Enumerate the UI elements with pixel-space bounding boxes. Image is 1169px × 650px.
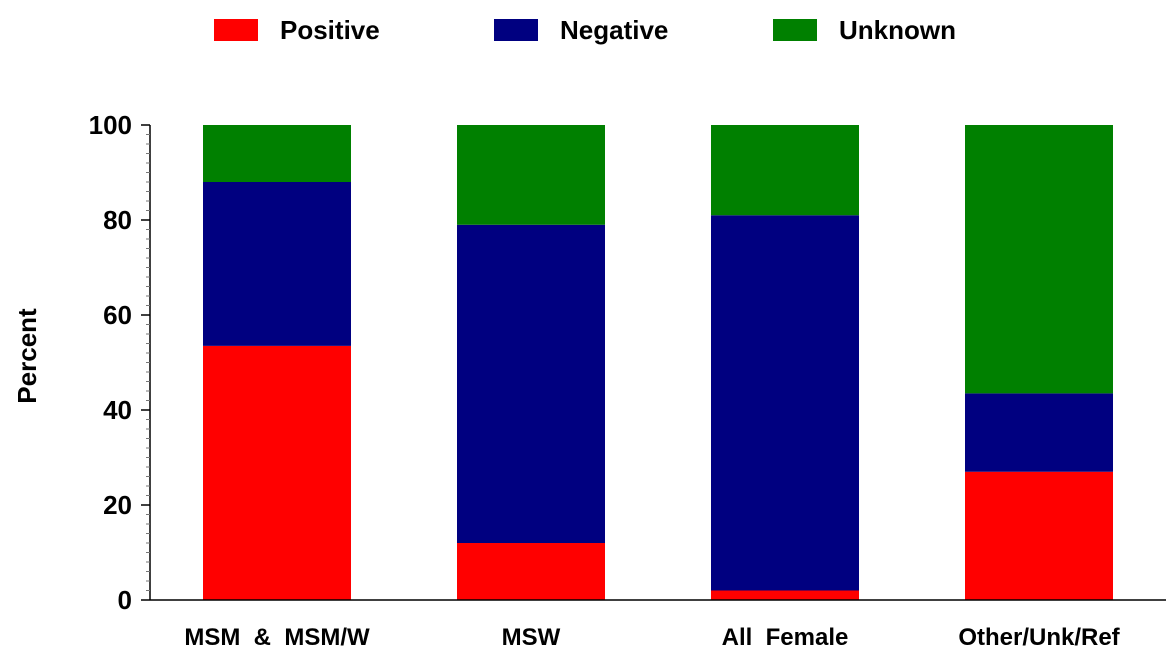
bar-negative-3 [965,393,1113,472]
y-tick-label-0: 0 [118,585,132,615]
legend-swatch-negative [494,19,538,41]
y-axis-label: Percent [12,308,42,404]
legend-swatch-unknown [773,19,817,41]
legend-swatch-positive [214,19,258,41]
y-tick-label-2: 40 [103,395,132,425]
x-tick-label-0: MSM & MSM/W [184,624,370,650]
bar-positive-1 [457,543,605,600]
bar-unknown-3 [965,125,1113,394]
legend-item-positive: Positive [214,12,380,48]
y-tick-label-5: 100 [89,110,132,140]
x-tick-label-3: Other/Unk/Ref [958,624,1120,650]
bar-positive-0 [203,345,351,600]
x-tick-label-2: All Female [722,624,849,650]
bar-positive-2 [711,590,859,600]
legend-label-unknown: Unknown [839,14,956,45]
axes-group: MSM & MSM/W MSW All Female Other/Unk/Ref 0 20… [89,110,1166,650]
legend-item-unknown: Unknown [773,12,956,48]
bar-positive-3 [965,471,1113,600]
legend-label-negative: Negative [560,14,669,45]
y-tick-label-4: 80 [103,205,132,235]
bars-group [203,125,1113,600]
bar-negative-1 [457,224,605,543]
bar-unknown-1 [457,125,605,225]
legend-item-negative: Negative [494,12,668,48]
bar-negative-2 [711,215,859,591]
bar-unknown-2 [711,125,859,216]
y-tick-label-1: 20 [103,490,132,520]
y-tick-label-3: 60 [103,300,132,330]
bar-unknown-0 [203,125,351,182]
bar-negative-0 [203,182,351,346]
legend: Positive Negative Unknown [0,12,1169,48]
x-tick-label-1: MSW [502,624,561,650]
legend-label-positive: Positive [280,14,380,45]
